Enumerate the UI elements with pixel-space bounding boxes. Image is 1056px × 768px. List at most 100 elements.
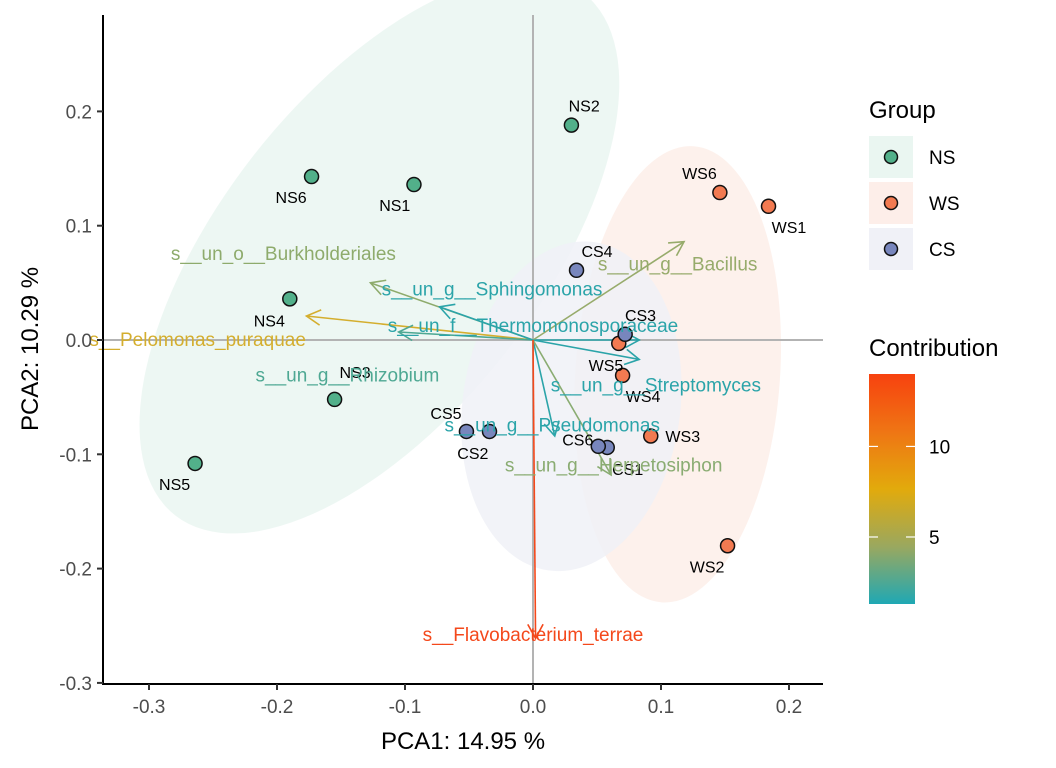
arrow-shaft	[532, 339, 556, 437]
arrow-s__un_g__Pseudomonas	[532, 339, 560, 438]
point-CS2	[481, 423, 498, 440]
point-label-CS5: CS5	[430, 406, 461, 423]
point-WS4	[614, 367, 631, 384]
x-tick-label: 0.1	[648, 697, 674, 718]
point-WS2	[719, 537, 736, 554]
x-tick-label: -0.1	[389, 697, 422, 718]
point-label-NS2: NS2	[569, 99, 600, 116]
arrow-s__un_g__Sphingomonas	[437, 303, 534, 341]
point-CS4	[568, 262, 585, 279]
variable-label-s__un_f__Thermomonosporaceae: s__un_f__Thermomonosporaceae	[388, 316, 678, 337]
group-ellipses	[139, 0, 782, 603]
y-tick-label: 0.1	[66, 217, 92, 238]
point-label-NS3: NS3	[340, 365, 371, 382]
arrow-head	[527, 623, 544, 640]
y-tick-label: -0.2	[59, 560, 92, 581]
x-tick-label: 0.2	[776, 697, 802, 718]
arrow-shaft	[306, 315, 534, 341]
variable-label-s__un_o__Burkholderiales: s__un_o__Burkholderiales	[171, 244, 396, 265]
legend-marker	[883, 149, 899, 165]
point-label-WS6: WS6	[682, 166, 717, 183]
legend-item-ns: NS	[869, 136, 955, 178]
legend-label: NS	[929, 148, 955, 169]
point-CS5	[458, 423, 475, 440]
arrow-head	[543, 420, 560, 438]
x-tick-label: -0.3	[133, 697, 166, 718]
arrow-head	[668, 240, 686, 257]
point-label-WS1: WS1	[772, 220, 807, 237]
point-label-CS1: CS1	[612, 462, 643, 479]
variable-label-s__un_g__Pseudomonas: s__un_g__Pseudomonas	[444, 416, 660, 437]
variable-label-s__un_g__Streptomyces: s__un_g__Streptomyces	[551, 376, 761, 397]
point-WS1	[760, 198, 777, 215]
point-NS5	[187, 455, 203, 472]
point-NS1	[406, 176, 422, 193]
colorbar-tick-label: 5	[929, 528, 940, 549]
point-WS6	[712, 184, 728, 201]
point-NS4	[282, 291, 298, 307]
point-label-CS2: CS2	[457, 446, 488, 463]
x-tick-label: -0.2	[261, 697, 294, 718]
group-legend: Group NS WS CS	[869, 97, 960, 270]
arrow-head	[368, 279, 387, 296]
point-CS6	[590, 438, 607, 455]
y-tick-label: -0.3	[59, 674, 92, 695]
group-legend-title: Group	[869, 97, 936, 124]
point-label-NS4: NS4	[254, 314, 285, 331]
point-CS3	[617, 326, 633, 343]
arrow-s__un_g__Bacillus	[532, 240, 686, 341]
contribution-legend: Contribution 5 10	[869, 335, 998, 604]
point-label-NS1: NS1	[379, 198, 410, 215]
arrow-shaft	[532, 241, 685, 341]
legend-marker	[883, 241, 899, 257]
y-tick-label: 0.0	[66, 331, 92, 352]
variable-label-s__Flavobacterium_terrae: s__Flavobacterium_terrae	[423, 625, 644, 646]
contribution-legend-title: Contribution	[869, 335, 998, 362]
arrow-s__un_g__Streptomyces	[532, 339, 641, 366]
arrow-s__un_g__Rhizobium	[396, 324, 534, 342]
colorbar	[869, 374, 915, 604]
y-axis-title: PCA2: 10.29 %	[17, 267, 44, 431]
ellipse-ns	[139, 0, 620, 534]
arrow-head	[437, 303, 456, 320]
arrow-head	[304, 309, 322, 326]
legend-label: CS	[929, 240, 955, 261]
legend-marker	[883, 195, 899, 211]
point-label-CS3: CS3	[625, 308, 656, 325]
point-label-WS5: WS5	[589, 358, 624, 375]
point-NS2	[563, 117, 580, 133]
point-NS6	[303, 168, 320, 185]
point-label-WS3: WS3	[665, 429, 700, 446]
arrow-shaft	[532, 339, 537, 639]
variable-label-s__Pelomonas_puraquae: s__Pelomonas_puraquae	[89, 330, 306, 351]
point-label-WS4: WS4	[626, 389, 661, 406]
x-tick-label: 0.0	[520, 697, 546, 718]
arrow-s__Pelomonas_puraquae	[304, 309, 534, 341]
point-label-NS5: NS5	[159, 477, 190, 494]
axes	[102, 15, 823, 685]
point-WS3	[643, 428, 659, 444]
arrow-shaft	[439, 306, 534, 341]
arrow-head	[396, 324, 414, 342]
point-label-CS4: CS4	[581, 244, 612, 261]
legend-item-ws: WS	[869, 182, 960, 224]
y-tick-label: -0.1	[59, 445, 92, 466]
y-ticks: -0.3 -0.2 -0.1 0.0 0.1 0.2	[59, 102, 103, 695]
arrow-s__Flavobacterium_terrae	[527, 339, 544, 640]
variable-labels: s__un_o__Burkholderiales s__Pelomonas_pur…	[89, 244, 761, 646]
arrow-shaft	[532, 339, 640, 361]
y-tick-label: 0.2	[66, 102, 92, 123]
variable-label-s__un_g__Sphingomonas: s__un_g__Sphingomonas	[382, 280, 603, 301]
sample-points	[187, 117, 777, 554]
point-label-WS2: WS2	[690, 559, 725, 576]
point-label-CS6: CS6	[562, 432, 593, 449]
legend-item-cs: CS	[869, 228, 955, 270]
arrow-head	[623, 348, 641, 366]
x-ticks: -0.3 -0.2 -0.1 0.0 0.1 0.2	[133, 684, 802, 718]
variable-label-s__un_g__Herpetosiphon: s__un_g__Herpetosiphon	[505, 456, 723, 477]
point-label-NS6: NS6	[276, 190, 307, 207]
variable-label-s__un_g__Bacillus: s__un_g__Bacillus	[598, 254, 758, 275]
arrow-head	[596, 458, 612, 477]
legend-label: WS	[929, 194, 960, 215]
